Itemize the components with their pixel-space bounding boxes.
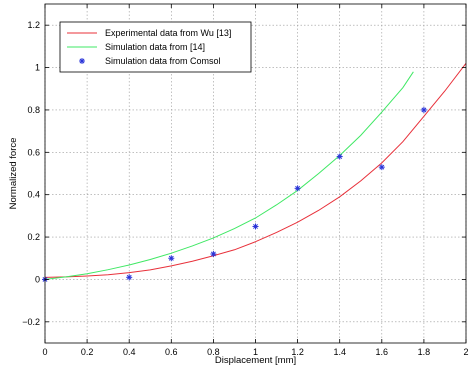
y-tick-label: 1.2 bbox=[27, 20, 40, 30]
y-tick-label: 0.8 bbox=[27, 105, 40, 115]
x-tick-label: 0.6 bbox=[165, 347, 178, 357]
x-tick-label: 2 bbox=[463, 347, 468, 357]
x-tick-label: 1.2 bbox=[291, 347, 304, 357]
x-tick-label: 0 bbox=[42, 347, 47, 357]
series-line-1 bbox=[45, 71, 414, 280]
data-point-marker bbox=[294, 185, 301, 192]
legend-entry-label: Experimental data from Wu [13] bbox=[105, 28, 231, 38]
y-tick-label: 0.2 bbox=[27, 232, 40, 242]
x-axis-label: Displacement [mm] bbox=[215, 355, 296, 366]
y-tick-label: −0.2 bbox=[22, 317, 40, 327]
y-axis-label: Normalized force bbox=[8, 138, 19, 210]
data-point-marker bbox=[336, 153, 343, 160]
x-tick-label: 1.4 bbox=[333, 347, 346, 357]
y-tick-label: 0.6 bbox=[27, 147, 40, 157]
y-tick-label: 0.4 bbox=[27, 190, 40, 200]
legend: Experimental data from Wu [13] Simulation… bbox=[59, 21, 252, 73]
series-line-0 bbox=[45, 63, 466, 278]
x-tick-label: 0.8 bbox=[207, 347, 220, 357]
data-point-marker bbox=[252, 223, 259, 230]
series-layer bbox=[42, 63, 466, 283]
x-tick-label: 1 bbox=[253, 347, 258, 357]
axis-ticks: 0 0.2 0.4 0.6 0.8 1 1.2 1.4 1.6 1.8 2 −0.2 0 0.2 0.4 0.… bbox=[22, 4, 469, 357]
x-tick-label: 0.2 bbox=[81, 347, 94, 357]
data-point-marker bbox=[126, 274, 133, 281]
x-tick-label: 1.6 bbox=[376, 347, 389, 357]
data-point-marker bbox=[210, 251, 217, 258]
legend-swatch-marker bbox=[79, 58, 85, 64]
data-point-marker bbox=[168, 255, 175, 262]
legend-entry-label: Simulation data from Comsol bbox=[105, 56, 221, 66]
x-tick-label: 0.4 bbox=[123, 347, 136, 357]
data-point-marker bbox=[378, 164, 385, 171]
y-tick-label: 1 bbox=[35, 63, 40, 73]
x-tick-label: 1.8 bbox=[418, 347, 431, 357]
legend-entry-label: Simulation data from [14] bbox=[105, 42, 205, 52]
data-point-marker bbox=[420, 106, 427, 113]
y-tick-label: 0 bbox=[35, 274, 40, 284]
